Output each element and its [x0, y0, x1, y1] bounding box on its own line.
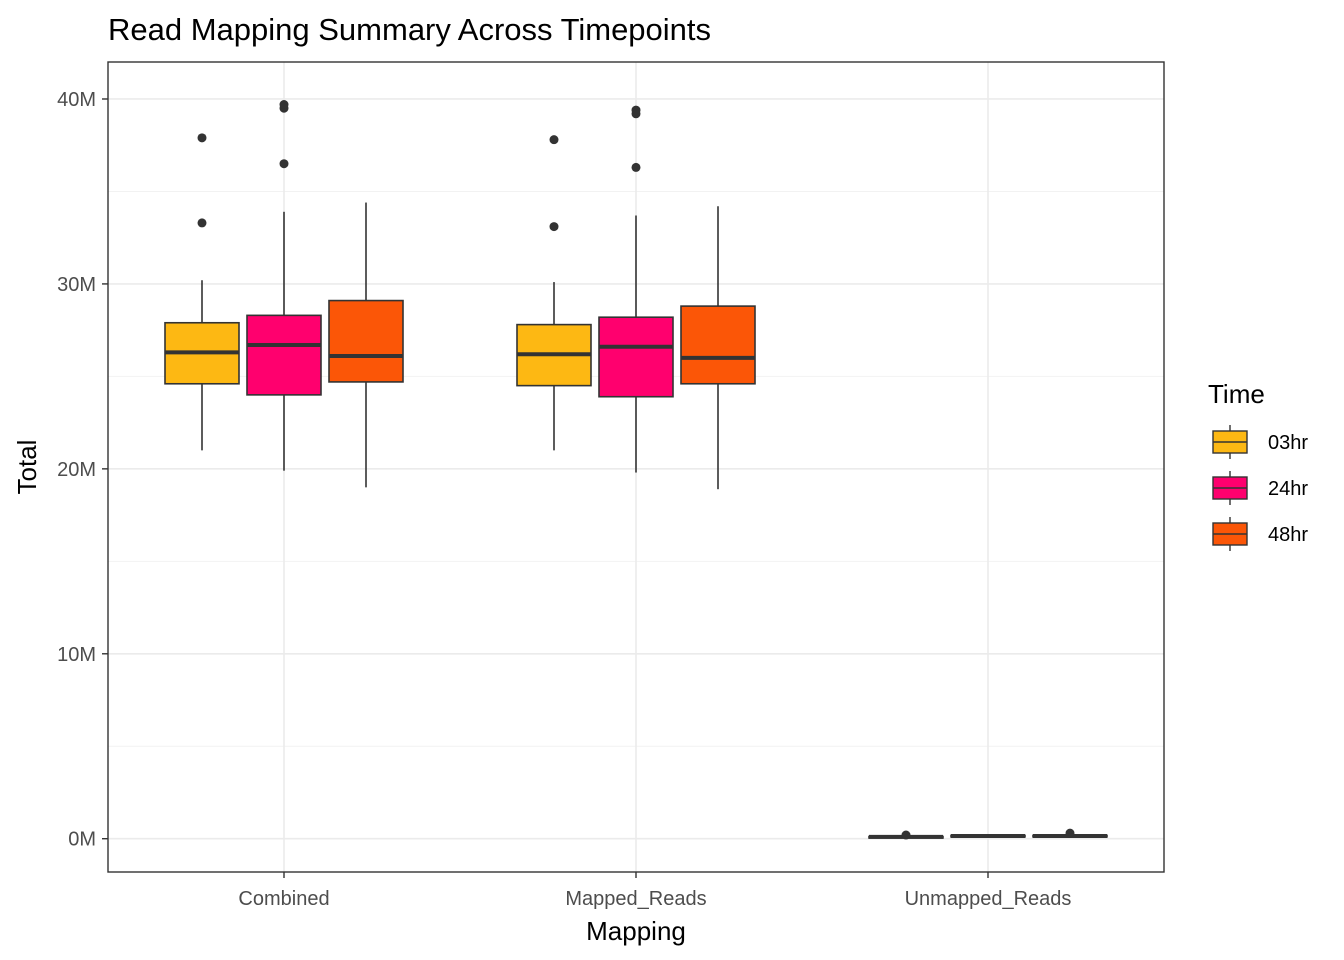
- legend-item-48hr: 48hr: [1212, 517, 1308, 551]
- box-03hr-Combined: [164, 133, 240, 451]
- x-tick-label: Unmapped_Reads: [905, 888, 1072, 910]
- y-tick-label: 10M: [57, 644, 96, 666]
- outlier-point: [901, 830, 911, 840]
- y-tick-label: 20M: [57, 459, 96, 481]
- legend-label: 24hr: [1268, 478, 1308, 500]
- legend-item-24hr: 24hr: [1212, 471, 1308, 505]
- box-24hr-Mapped_Reads: [598, 105, 674, 473]
- y-axis: 0M 10M 20M 30M 40M: [57, 89, 108, 851]
- outlier-point: [1065, 828, 1075, 838]
- legend: Time 03hr 24hr 48hr: [1208, 379, 1308, 551]
- outlier-point: [549, 222, 559, 232]
- box-48hr-Combined: [328, 202, 404, 488]
- outlier-point: [279, 159, 289, 169]
- legend-label: 03hr: [1268, 432, 1308, 454]
- box-iqr: [328, 299, 404, 383]
- outlier-point: [549, 135, 559, 145]
- y-tick-label: 30M: [57, 274, 96, 296]
- x-tick-label: Mapped_Reads: [565, 888, 706, 910]
- box-iqr: [680, 305, 756, 385]
- legend-item-03hr: 03hr: [1212, 425, 1308, 459]
- legend-items: 03hr 24hr 48hr: [1212, 425, 1308, 551]
- box-iqr: [598, 316, 674, 398]
- x-axis: Combined Mapped_Reads Unmapped_Reads: [238, 872, 1071, 910]
- x-tick-label: Combined: [238, 888, 329, 910]
- outlier-point: [631, 162, 641, 172]
- box-48hr-Mapped_Reads: [680, 206, 756, 490]
- outlier-point: [197, 218, 207, 228]
- box-iqr: [246, 314, 322, 396]
- y-tick-label: 40M: [57, 89, 96, 111]
- box-03hr-Unmapped_Reads: [868, 830, 944, 840]
- outlier-point: [279, 100, 289, 110]
- outlier-point: [631, 105, 641, 115]
- box-layer: [164, 100, 1108, 840]
- y-tick-label: 0M: [68, 829, 96, 851]
- box-03hr-Mapped_Reads: [516, 135, 592, 451]
- y-axis-title: Total: [12, 440, 42, 495]
- box-48hr-Unmapped_Reads: [1032, 828, 1108, 838]
- box-24hr-Combined: [246, 100, 322, 471]
- legend-title: Time: [1208, 379, 1265, 409]
- outlier-point: [197, 133, 207, 143]
- chart-title: Read Mapping Summary Across Timepoints: [108, 12, 711, 47]
- x-axis-title: Mapping: [586, 916, 686, 946]
- legend-label: 48hr: [1268, 524, 1308, 546]
- box-24hr-Unmapped_Reads: [950, 833, 1026, 838]
